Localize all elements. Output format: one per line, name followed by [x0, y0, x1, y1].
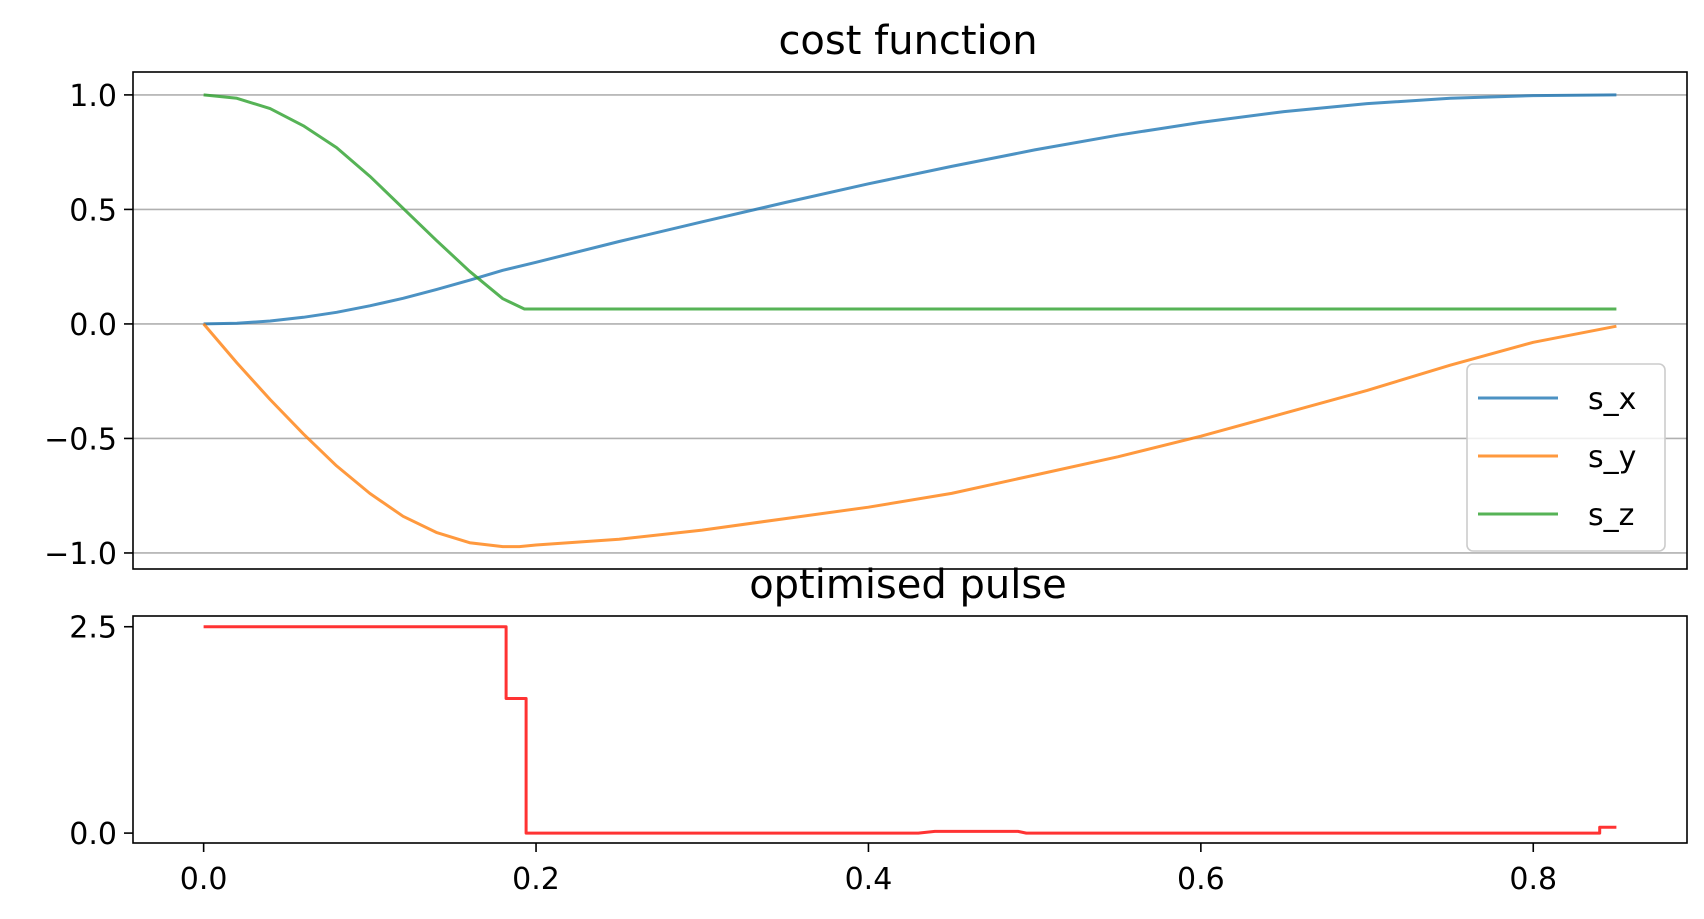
x-axis-ticks: 0.0 0.2 0.4 0.6 0.8	[180, 843, 1557, 897]
x-tick-label: 0.0	[180, 862, 228, 897]
optimised-pulse-axes: optimised pulse 2.5 0.0 0.0 0.2 0.4 0.6 0.8	[69, 562, 1688, 897]
series-line-s-x	[203, 93, 1617, 326]
y-tick-label: 0.5	[69, 193, 117, 228]
y-tick-label: −0.5	[44, 422, 117, 457]
pulse-line	[203, 625, 1617, 835]
legend: s_x s_y s_z	[1466, 363, 1666, 552]
y-tick-label: 0.0	[69, 308, 117, 343]
x-tick-label: 0.4	[845, 862, 893, 897]
gridlines	[133, 94, 1687, 554]
series-lines	[202, 93, 1617, 549]
series-lines	[203, 625, 1617, 835]
y-tick-label: 1.0	[69, 79, 117, 114]
chart-title-cost-function: cost function	[778, 18, 1037, 64]
axes-frame	[132, 71, 1688, 570]
x-tick-label: 0.6	[1177, 862, 1225, 897]
legend-box	[1466, 363, 1666, 552]
series-line-s-y	[202, 322, 1617, 549]
cost-function-axes: cost function 1.0 0.5 0.0 −0.5 −1.0 s_x s_y …	[44, 18, 1688, 572]
y-axis-ticks: 1.0 0.5 0.0 −0.5 −1.0	[44, 79, 133, 572]
y-tick-label: 0.0	[69, 817, 117, 852]
y-tick-label: 2.5	[69, 611, 117, 646]
chart-title-optimised-pulse: optimised pulse	[749, 562, 1067, 608]
y-tick-label: −1.0	[44, 537, 117, 572]
series-line-s-z	[203, 93, 1617, 311]
x-tick-label: 0.2	[512, 862, 560, 897]
legend-label-s-y: s_y	[1588, 440, 1636, 475]
legend-label-s-x: s_x	[1588, 382, 1636, 417]
legend-label-s-z: s_z	[1588, 498, 1634, 533]
x-tick-label: 0.8	[1509, 862, 1557, 897]
y-axis-ticks: 2.5 0.0	[69, 611, 133, 852]
axes-frame	[132, 615, 1688, 844]
